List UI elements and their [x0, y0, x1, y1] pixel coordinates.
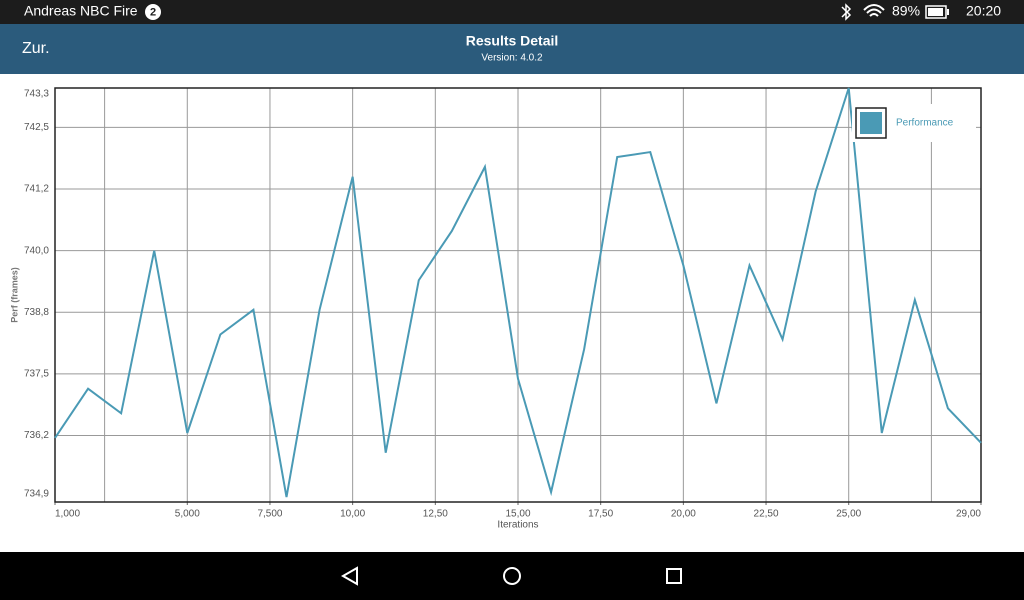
nav-recent[interactable] [666, 568, 682, 584]
x-tick-label: 20,00 [671, 509, 696, 520]
battery-level [928, 8, 943, 16]
wifi-icon [863, 4, 885, 17]
y-tick-label: 736,2 [24, 430, 49, 441]
legend-label: Performance [896, 118, 954, 129]
bluetooth-icon [841, 3, 852, 21]
legend-swatch [860, 112, 882, 134]
y-axis-label: Perf (frames) [9, 267, 19, 323]
battery-text: 89% [892, 3, 920, 19]
x-tick-label: 7,500 [257, 509, 282, 520]
y-tick-label: 741,2 [24, 184, 49, 195]
x-tick-label: 22,50 [754, 509, 779, 520]
data-line [54, 87, 982, 498]
badge: 2 [150, 6, 156, 18]
y-tick-label: 737,5 [24, 368, 49, 379]
y-tick-label: 738,8 [24, 307, 49, 318]
battery-tip [947, 9, 949, 15]
x-tick-label: 25,00 [836, 509, 861, 520]
y-tick-label: 743,3 [24, 89, 49, 100]
x-tick-label: 17,50 [588, 509, 613, 520]
app-title: Results Detail [466, 33, 559, 49]
back-button[interactable]: Zur. [22, 40, 50, 57]
content [0, 74, 1024, 552]
y-tick-label: 740,0 [24, 245, 49, 256]
x-tick-label: 5,000 [175, 509, 200, 520]
y-tick-label: 742,5 [24, 122, 49, 133]
x-tick-label: 15,00 [505, 509, 530, 520]
y-tick-label: 734,9 [24, 489, 49, 500]
x-tick-label: 1,000 [55, 509, 80, 520]
plot-frame [54, 87, 982, 503]
x-axis-label: Iterations [497, 520, 538, 531]
badge-bg [145, 4, 161, 20]
app-subtitle: Version: 4.0.2 [481, 53, 543, 64]
status-app: Andreas NBC Fire [24, 3, 138, 19]
battery-icon [925, 5, 947, 19]
clock: 20:20 [966, 3, 1001, 19]
status-bar [0, 0, 1024, 24]
app-bar [0, 24, 1024, 74]
x-tick-label: 12,50 [423, 509, 448, 520]
x-tick-label: 10,00 [340, 509, 365, 520]
nav-back[interactable] [340, 566, 358, 586]
nav-home[interactable] [503, 567, 521, 585]
x-tick-label: 29,00 [956, 509, 981, 520]
nav-bar [0, 552, 1024, 600]
chart: 734,9 736,2 737,5 738,8 740,0 741,2 742,5 743,3… [9, 87, 982, 531]
